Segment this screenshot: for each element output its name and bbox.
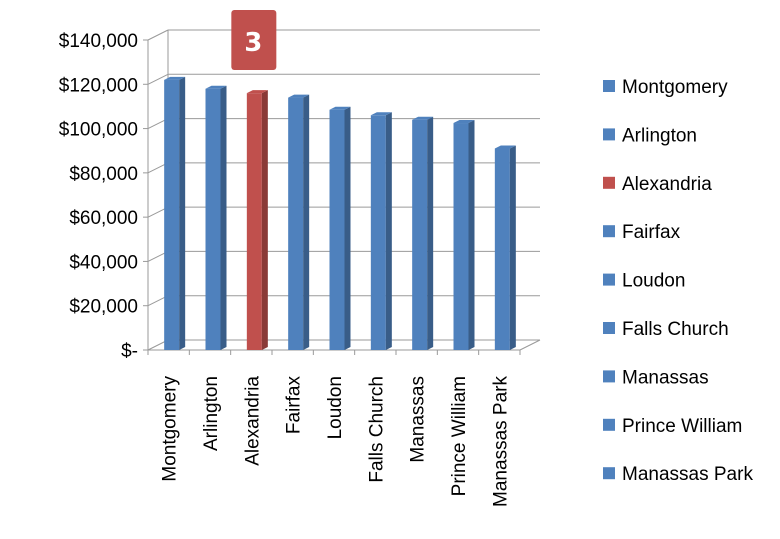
- bar-prince-william: [453, 120, 475, 351]
- bar-fairfax: [288, 94, 310, 350]
- x-tick-label: Fairfax: [284, 376, 305, 435]
- bar-front: [246, 93, 262, 351]
- y-tick-label: $140,000: [59, 31, 138, 52]
- bar-side: [427, 116, 434, 350]
- y-tick-label: $20,000: [69, 297, 138, 318]
- bar-top: [164, 76, 186, 80]
- bar-manassas: [412, 116, 434, 350]
- x-tick-label: Montgomery: [160, 376, 181, 482]
- bar-top: [329, 106, 351, 110]
- legend-item: Falls Church: [603, 319, 729, 340]
- legend-item: Manassas: [603, 367, 709, 388]
- y-tick-label: $120,000: [59, 75, 138, 96]
- bar-front: [370, 115, 386, 351]
- bar-top: [288, 94, 310, 98]
- bars: [164, 76, 516, 351]
- legend-label: Manassas: [622, 367, 709, 388]
- bar-side: [261, 90, 268, 351]
- bar-top: [205, 85, 227, 89]
- x-tick-label: Prince William: [449, 376, 470, 496]
- bar-side: [385, 112, 392, 351]
- bar-top: [453, 120, 475, 124]
- bar-side: [509, 145, 516, 350]
- y-tick-label: $60,000: [69, 208, 138, 229]
- x-tick-label: Manassas Park: [490, 376, 511, 507]
- x-axis-ticks: Montgomery Arlington Alexandria Fairfax Loud…: [147, 350, 521, 507]
- legend-item: Montgomery: [603, 77, 728, 98]
- bar-top: [494, 145, 516, 149]
- legend-swatch: [603, 273, 615, 286]
- x-tick-label: Manassas: [408, 376, 429, 463]
- bar-front: [412, 119, 428, 350]
- x-tick-label: Falls Church: [366, 376, 387, 483]
- badge-box: [231, 10, 277, 70]
- bar-front: [329, 109, 345, 350]
- badge-label: 3: [244, 28, 262, 58]
- legend-item: Alexandria: [603, 174, 712, 195]
- legend-swatch: [603, 80, 615, 92]
- legend-swatch: [603, 418, 615, 431]
- bar-loudon: [329, 106, 351, 350]
- legend-label: Arlington: [622, 125, 697, 146]
- legend-label: Falls Church: [622, 319, 729, 340]
- legend-label: Manassas Park: [622, 464, 753, 485]
- bar-side: [344, 106, 351, 350]
- y-tick-label: $100,000: [59, 120, 138, 141]
- legend-swatch: [603, 467, 615, 480]
- legend-item: Arlington: [603, 125, 697, 146]
- legend-swatch: [603, 322, 615, 334]
- bar-side: [179, 76, 186, 350]
- bar-front: [494, 148, 510, 350]
- bar-front: [205, 88, 221, 350]
- legend-item: Fairfax: [603, 222, 681, 243]
- bar-side: [468, 120, 475, 351]
- legend-swatch: [603, 225, 615, 238]
- bar-top: [370, 112, 392, 116]
- bar-alexandria: [246, 90, 268, 351]
- y-tick-label: $40,000: [69, 252, 138, 273]
- legend-item: Prince William: [603, 416, 742, 437]
- bar-front: [288, 97, 304, 350]
- gridline-depth: [147, 73, 169, 85]
- legend-item: Manassas Park: [603, 464, 753, 485]
- legend-swatch: [603, 128, 615, 141]
- bar-front: [164, 79, 180, 350]
- x-tick-label: Arlington: [201, 376, 222, 451]
- bar-arlington: [205, 85, 227, 350]
- x-tick-label: Alexandria: [242, 376, 263, 466]
- legend-item: Loudon: [603, 271, 685, 292]
- legend-label: Montgomery: [622, 77, 728, 98]
- y-tick-label: $-: [121, 341, 138, 362]
- y-axis-ticks: $- $20,000 $40,000 $60,000 $80,000 $100,000 $1…: [59, 31, 148, 362]
- bar-manassas-park: [494, 145, 516, 350]
- floor-edge: [519, 339, 541, 351]
- legend-label: Fairfax: [622, 222, 681, 243]
- legend-label: Alexandria: [622, 174, 712, 195]
- gridlines: [147, 29, 540, 351]
- x-tick-label: Loudon: [325, 376, 346, 439]
- legend: Montgomery Arlington Alexandria Fairfax Loud…: [603, 77, 753, 485]
- bar-montgomery: [164, 76, 186, 350]
- bar-side: [303, 94, 310, 350]
- bar-side: [220, 85, 227, 350]
- bar-falls-church: [370, 112, 392, 351]
- bar-front: [453, 123, 469, 351]
- legend-swatch: [603, 370, 615, 383]
- bar-top: [246, 90, 268, 94]
- legend-swatch: [603, 176, 615, 189]
- rank-badge: 3: [231, 10, 277, 70]
- gridline-depth: [147, 29, 169, 41]
- legend-label: Prince William: [622, 416, 742, 437]
- y-tick-label: $80,000: [69, 164, 138, 185]
- bar-top: [412, 116, 434, 120]
- legend-label: Loudon: [622, 271, 685, 292]
